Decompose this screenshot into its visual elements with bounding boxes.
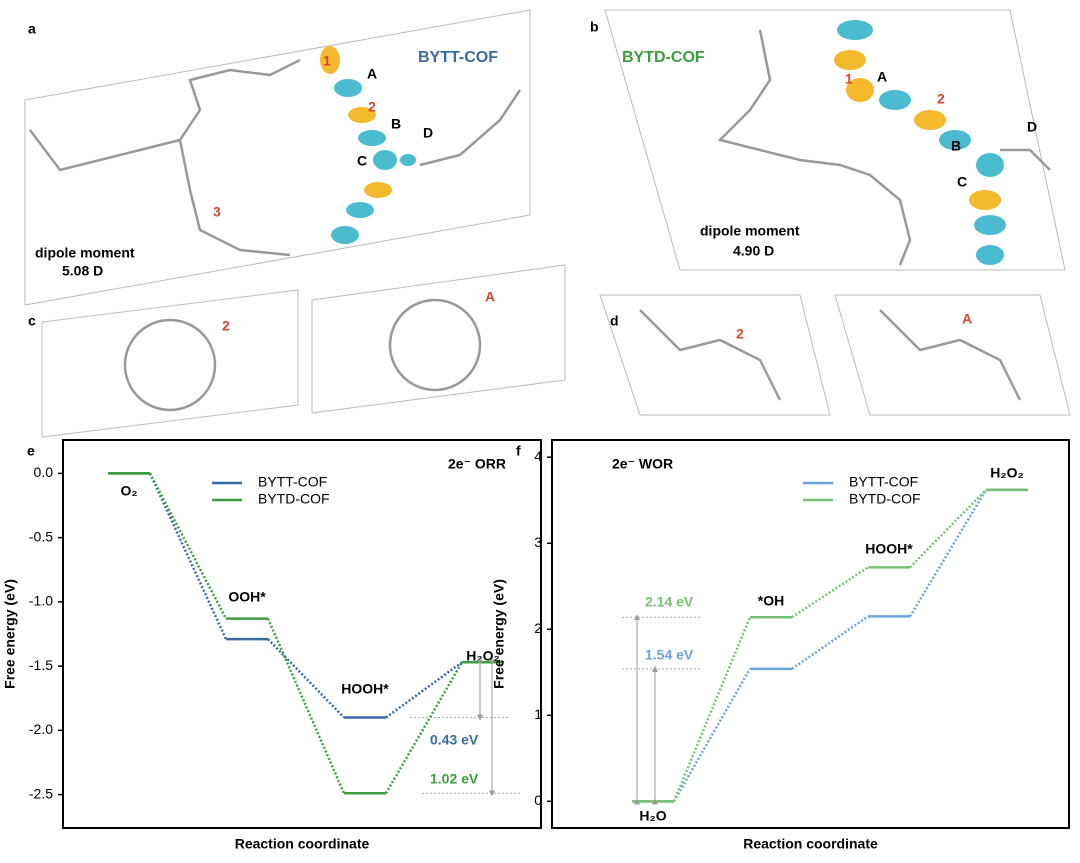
y-tick-label: 0.0 — [34, 464, 54, 480]
site-label: 2 — [937, 91, 945, 107]
y-tick-label: -0.5 — [29, 528, 53, 544]
legend-label: BYTD-COF — [849, 491, 921, 507]
x-axis-label: Reaction coordinate — [235, 836, 370, 852]
level-label: H₂O — [639, 808, 666, 824]
y-axis-label: Free energy (eV) — [2, 579, 18, 689]
site-label: B — [951, 138, 961, 154]
molecule — [123, 318, 217, 412]
y-tick-label: 0 — [534, 792, 542, 808]
dipole-value: 5.08 D — [62, 263, 103, 279]
cell-frame — [41, 289, 299, 438]
dipole-label: dipole moment — [35, 245, 135, 261]
cof-title: BYTD-COF — [622, 49, 705, 66]
dipole-value: 4.90 D — [733, 243, 774, 259]
cell-frame — [311, 264, 566, 414]
molecule — [419, 89, 522, 167]
dipole-label: dipole moment — [700, 223, 800, 239]
annotation: 2e⁻ WOR — [612, 456, 673, 472]
y-tick-label: -1.0 — [29, 593, 53, 609]
site-label: 1 — [323, 53, 331, 69]
cell-frame — [599, 294, 831, 416]
level-label: HOOH* — [865, 541, 913, 557]
molecule — [388, 298, 482, 392]
connector — [384, 661, 464, 794]
panel-letter: a — [28, 21, 36, 37]
cell-frame — [834, 294, 1071, 416]
connector — [148, 472, 228, 620]
panel-letter: e — [27, 443, 35, 459]
orbital-lobes — [834, 20, 1006, 265]
connector — [385, 661, 463, 719]
y-tick-label: -1.5 — [29, 657, 53, 673]
cof-title: BYTT-COF — [418, 49, 498, 66]
level-label: O₂ — [120, 483, 137, 499]
site-label: A — [485, 289, 495, 305]
gap-label: 1.02 eV — [430, 771, 479, 787]
gap-label: 0.43 eV — [430, 732, 479, 748]
y-tick-label: -2.5 — [29, 785, 53, 801]
y-tick-label: -2.0 — [29, 721, 53, 737]
gap-label: 1.54 eV — [645, 647, 694, 663]
connector — [148, 472, 228, 640]
x-axis-label: Reaction coordinate — [743, 836, 878, 852]
annotation: 2e⁻ ORR — [448, 456, 506, 472]
molecule — [717, 29, 912, 266]
orbital-lobes — [320, 46, 416, 244]
site-label: 1 — [845, 71, 853, 87]
site-label: A — [367, 66, 377, 82]
molecule — [178, 139, 291, 257]
panel-letter: f — [516, 443, 521, 459]
gap-label: 2.14 eV — [645, 594, 694, 610]
site-label: A — [877, 69, 887, 85]
connector — [267, 638, 345, 719]
y-tick-label: 3 — [534, 534, 542, 550]
molecule — [29, 58, 301, 172]
panel-letter: d — [610, 313, 619, 329]
site-label: D — [1027, 119, 1037, 135]
site-label: C — [957, 174, 967, 190]
connector — [791, 615, 869, 670]
site-label: C — [357, 153, 367, 169]
panel-letter: c — [28, 313, 36, 329]
y-tick-label: 2 — [534, 620, 542, 636]
site-label: 2 — [368, 99, 376, 115]
level-label: HOOH* — [341, 681, 389, 697]
y-tick-label: 4 — [534, 448, 542, 464]
site-label: 2 — [736, 326, 744, 342]
site-label: A — [962, 311, 972, 327]
plot-frame — [551, 439, 1070, 829]
cell-frame — [604, 9, 1066, 271]
level-label: OOH* — [228, 589, 266, 605]
cell-frame — [24, 9, 531, 306]
y-axis-label: Free energy (eV) — [491, 579, 507, 689]
plot-frame — [62, 439, 542, 829]
legend-label: BYTT-COF — [258, 474, 327, 490]
connector — [672, 668, 752, 802]
molecule — [639, 309, 782, 401]
site-label: 2 — [222, 318, 230, 334]
molecule — [879, 309, 1022, 401]
y-tick-label: 1 — [534, 706, 542, 722]
legend-label: BYTD-COF — [258, 491, 330, 507]
connector — [908, 489, 988, 618]
molecule — [1000, 148, 1051, 171]
site-label: B — [391, 116, 401, 132]
level-label: H₂O₂ — [990, 465, 1023, 481]
connector — [672, 616, 752, 802]
connector — [909, 489, 987, 569]
level-label: *OH — [758, 593, 784, 609]
site-label: 3 — [213, 204, 221, 220]
legend-label: BYTT-COF — [849, 474, 918, 490]
connector — [791, 566, 869, 619]
site-label: D — [423, 125, 433, 141]
panel-letter: b — [590, 19, 599, 35]
